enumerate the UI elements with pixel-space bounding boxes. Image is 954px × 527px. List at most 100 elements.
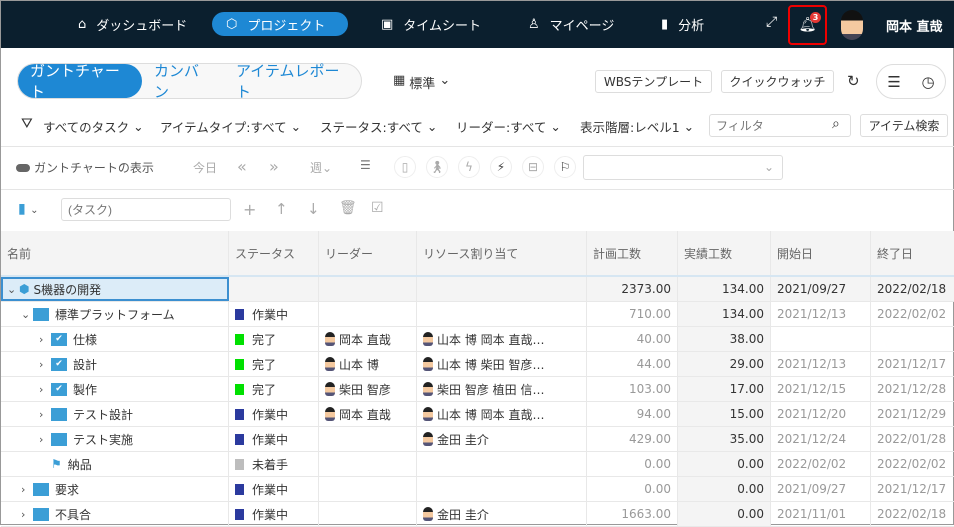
col-name[interactable]: 名前: [1, 231, 229, 275]
col-start[interactable]: 開始日: [771, 231, 871, 275]
tab-kanban[interactable]: カンバン: [154, 62, 200, 101]
filter-level[interactable]: 表示階層:レベル1 ⌄: [580, 119, 695, 135]
next-icon[interactable]: »: [269, 157, 279, 176]
expand-chevron-icon[interactable]: ›: [39, 432, 44, 446]
table-row[interactable]: › 要求 作業中 0.00 0.00 2021/09/27 2021/12/17: [1, 477, 954, 502]
col-leader[interactable]: リーダー: [319, 231, 417, 275]
actual-cell: 0.00: [678, 477, 771, 501]
avatar: [325, 407, 335, 421]
expand-chevron-icon[interactable]: ›: [21, 482, 26, 496]
notification-button[interactable]: 🔔︎ 3: [788, 5, 827, 45]
indent-icon[interactable]: ☰: [360, 158, 371, 172]
actual-cell: 134.00: [678, 302, 771, 326]
start-cell: 2021/12/20: [771, 402, 871, 426]
expand-chevron-icon[interactable]: ›: [39, 382, 44, 396]
expand-chevron-icon[interactable]: ⌄: [21, 307, 31, 321]
avatar[interactable]: [841, 10, 863, 40]
calendar-icon[interactable]: ▯: [394, 156, 416, 178]
filter-leader[interactable]: リーダー:すべて ⌄: [456, 119, 561, 135]
menu-icon[interactable]: ☰: [887, 72, 901, 91]
lightning-icon[interactable]: ⚡︎: [490, 156, 512, 178]
table-row[interactable]: › テスト設計 作業中 岡本 直哉 山本 博 岡本 直哉… 94.00 15.00 2021/…: [1, 402, 954, 427]
name-cell[interactable]: › 不具合: [1, 502, 229, 526]
scale-select[interactable]: 週 ⌄: [310, 160, 333, 176]
col-end[interactable]: 終了日: [877, 246, 914, 261]
nav-dashboard[interactable]: ⌂ ダッシュボード: [78, 16, 188, 34]
layout-select[interactable]: ▦ 標準 ⌄: [393, 73, 451, 92]
filter-input[interactable]: [709, 114, 851, 137]
table-row[interactable]: › 不具合 作業中 金田 圭介 1663.00 0.00 2021/11/01 2022/02…: [1, 502, 954, 527]
top-nav: ⌂ ダッシュボード ⬡ プロジェクト ▣ タイムシート ♙ マイページ ▮ 分析 ⤢ 🔔︎…: [1, 1, 954, 48]
nav-analysis[interactable]: ▮ 分析: [661, 16, 705, 34]
table-row[interactable]: ⚑ 納品 未着手 0.00 0.00 2022/02/02 2022/02/02: [1, 452, 954, 477]
start-cell: 2021/11/01: [771, 502, 871, 526]
name-cell[interactable]: ⚑ 納品: [1, 452, 229, 476]
trash-icon[interactable]: 🗑︎: [339, 200, 357, 216]
checkbox-icon[interactable]: ☑: [371, 200, 384, 216]
gantt-toggle[interactable]: ガントチャートの表示: [16, 159, 154, 176]
filter-tasks[interactable]: すべてのタスク ⌄: [43, 119, 144, 135]
flag-icon[interactable]: ⚐: [554, 156, 576, 178]
user-name[interactable]: 岡本 直哉: [886, 20, 943, 35]
leader-cell: [319, 427, 417, 451]
today-button[interactable]: 今日: [193, 161, 218, 175]
status-cell: 作業中: [229, 302, 319, 326]
name-cell[interactable]: › ✔ 製作: [1, 377, 229, 401]
name-cell[interactable]: › 要求: [1, 477, 229, 501]
nav-timesheet[interactable]: ▣ タイムシート: [381, 16, 482, 34]
col-resources[interactable]: リソース割り当て: [417, 231, 587, 275]
clock-icon[interactable]: ◷: [921, 72, 935, 91]
refresh-icon[interactable]: ↻: [847, 72, 860, 90]
chart-icon: ▮: [661, 16, 669, 32]
tab-item-report[interactable]: アイテムレポート: [235, 62, 340, 101]
task-check-icon: ✔: [51, 357, 67, 371]
prev-icon[interactable]: «: [237, 157, 247, 176]
end-cell: 2022/02/18: [877, 507, 947, 521]
task-input[interactable]: [61, 198, 231, 221]
wbs-template-button[interactable]: WBSテンプレート: [595, 70, 712, 93]
table-row[interactable]: › ✔ 仕様 完了 岡本 直哉 山本 博 岡本 直哉… 40.00 38.00: [1, 327, 954, 352]
name-cell[interactable]: › テスト実施: [1, 427, 229, 451]
expand-chevron-icon[interactable]: ›: [39, 332, 44, 346]
table-row[interactable]: ⌄ ⬢ S機器の開発 2373.00 134.00 2021/09/27 2022/02/1…: [1, 277, 954, 302]
baseline-select[interactable]: ⌄: [583, 155, 783, 180]
table-row[interactable]: › ✔ 製作 完了 柴田 智彦 柴田 智彦 植田 信… 103.00 17.00 2021/12…: [1, 377, 954, 402]
add-icon[interactable]: +: [243, 200, 257, 219]
down-icon[interactable]: ↓: [307, 200, 320, 218]
col-status[interactable]: ステータス: [229, 231, 319, 275]
name-cell[interactable]: › ✔ 設計: [1, 352, 229, 376]
lightning-outline-icon[interactable]: ϟ: [458, 156, 480, 178]
name-cell[interactable]: ⌄ 標準プラットフォーム: [1, 302, 229, 326]
status-cell: 作業中: [229, 477, 319, 501]
quick-watch-button[interactable]: クイックウォッチ: [721, 70, 834, 93]
hierarchy-icon[interactable]: ⊟: [522, 156, 544, 178]
nav-project[interactable]: ⬡ プロジェクト: [212, 12, 348, 36]
filter-item-type[interactable]: アイテムタイプ:すべて ⌄: [160, 119, 302, 135]
table-row[interactable]: › テスト実施 作業中 金田 圭介 429.00 35.00 2021/12/24 2022/…: [1, 427, 954, 452]
expand-chevron-icon[interactable]: ›: [21, 507, 26, 521]
up-icon[interactable]: ↑: [275, 200, 288, 218]
table-row[interactable]: › ✔ 設計 完了 山本 博山本 博 柴田 智彦… 44.00 29.00 2021/12/1…: [1, 352, 954, 377]
actual-cell: 29.00: [678, 352, 771, 376]
walk-icon[interactable]: 🚶︎: [426, 156, 448, 178]
nav-mypage[interactable]: ♙ マイページ: [528, 16, 615, 34]
table-row[interactable]: ⌄ 標準プラットフォーム 作業中 710.00 134.00 2021/12/13 2022…: [1, 302, 954, 327]
name-cell[interactable]: ⌄ ⬢ S機器の開発: [1, 277, 229, 301]
col-planned[interactable]: 計画工数: [587, 231, 678, 275]
clipboard-icon[interactable]: ▮ ⌄: [18, 201, 39, 217]
tab-gantt[interactable]: ガントチャート: [18, 62, 143, 101]
col-actual[interactable]: 実績工数: [678, 231, 771, 275]
expand-chevron-icon[interactable]: ⌄: [7, 282, 17, 296]
filter-status[interactable]: ステータス:すべて ⌄: [320, 119, 438, 135]
search-icon[interactable]: ⌕: [832, 116, 840, 132]
expand-chevron-icon[interactable]: ›: [39, 357, 44, 371]
name-cell[interactable]: › テスト設計: [1, 402, 229, 426]
expand-chevron-icon[interactable]: ›: [39, 407, 44, 421]
leader-cell: 岡本 直哉: [319, 327, 417, 351]
divider: [1, 189, 954, 190]
expand-icon[interactable]: ⤢: [766, 14, 778, 30]
item-search-button[interactable]: アイテム検索: [860, 114, 948, 137]
status-color-icon: [235, 333, 244, 345]
home-icon: ⌂: [78, 16, 87, 32]
name-cell[interactable]: › ✔ 仕様: [1, 327, 229, 351]
